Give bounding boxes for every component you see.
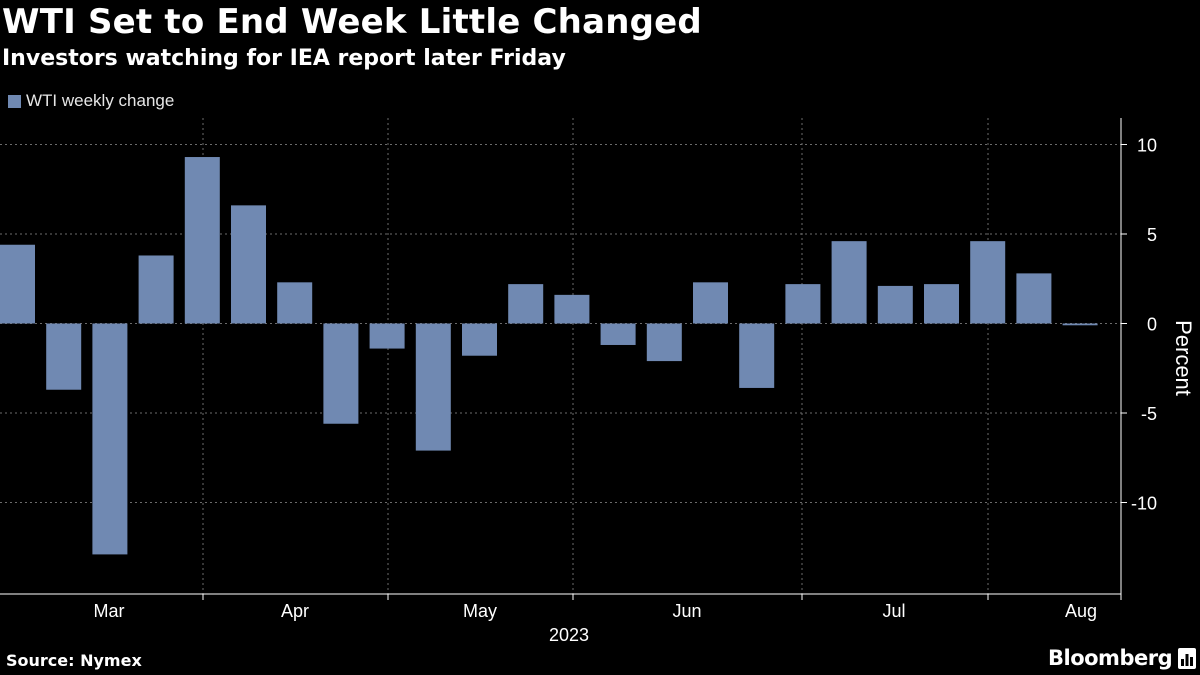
x-axis-year-label: 2023 [549, 625, 589, 645]
bar [508, 284, 544, 324]
bar [554, 294, 590, 324]
y-tick-label: 10 [1137, 136, 1157, 156]
chart-icon [1178, 648, 1196, 669]
bar [369, 323, 405, 349]
brand-logo-text: Bloomberg [1048, 646, 1173, 670]
y-tick-label: -10 [1131, 494, 1157, 514]
bar [46, 323, 82, 390]
bar [323, 323, 359, 424]
bar [924, 284, 959, 324]
bar [462, 323, 497, 356]
x-tick-label: Apr [281, 601, 309, 621]
y-tick-label: 0 [1147, 315, 1157, 335]
chart-subtitle: Investors watching for IEA report later … [2, 46, 566, 71]
x-tick-label: Mar [94, 601, 125, 621]
bar [877, 285, 913, 324]
bar [0, 244, 35, 324]
bar [1062, 323, 1098, 326]
legend-swatch [8, 94, 21, 108]
bar [415, 323, 451, 451]
bar [739, 323, 775, 388]
bar [92, 323, 128, 555]
bar [970, 241, 1006, 324]
bar [600, 323, 636, 345]
bar [693, 282, 728, 324]
bar [184, 157, 220, 324]
x-tick-label: May [463, 601, 497, 621]
y-tick-label: -5 [1141, 404, 1157, 424]
bar [277, 282, 313, 324]
chart-title: WTI Set to End Week Little Changed [2, 2, 702, 42]
y-axis-label: Percent [1171, 320, 1196, 396]
legend-label: WTI weekly change [26, 91, 175, 110]
bar [785, 284, 821, 324]
bar [1016, 273, 1052, 324]
bar [138, 255, 174, 324]
x-tick-label: Jun [672, 601, 701, 621]
bar [646, 323, 682, 362]
source-label: Source: Nymex [6, 651, 142, 670]
x-tick-label: Aug [1065, 601, 1097, 621]
bar [831, 241, 867, 324]
legend: WTI weekly change [8, 91, 174, 111]
x-tick-label: Jul [882, 601, 905, 621]
y-tick-label: 5 [1147, 225, 1157, 245]
bar [231, 205, 266, 324]
